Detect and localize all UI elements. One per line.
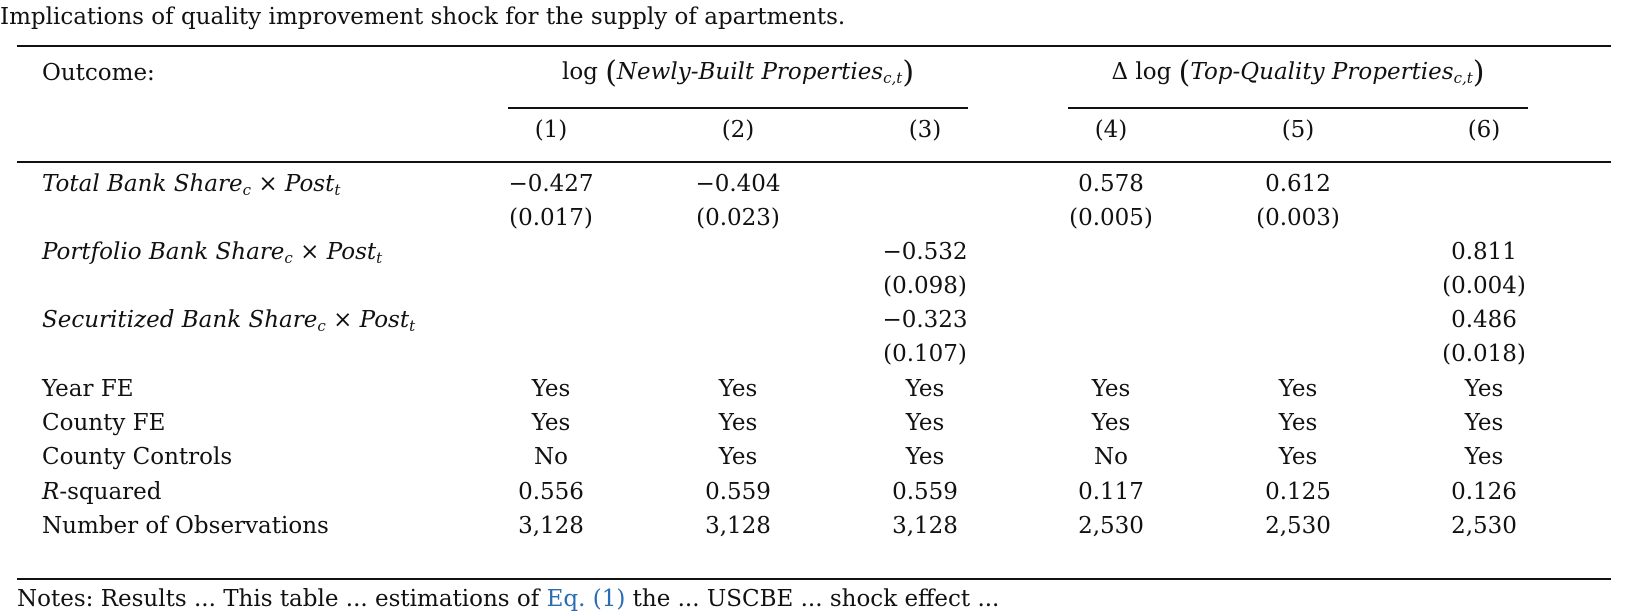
standard-error-cell: (0.003) bbox=[1256, 205, 1340, 231]
control-value: No bbox=[1094, 444, 1128, 470]
control-value: Yes bbox=[905, 410, 945, 436]
group2-header: Δ log (Top-Quality Propertiesc,t) bbox=[1111, 55, 1485, 90]
rsquared-rest: -squared bbox=[59, 479, 162, 505]
group2-variable: Top-Quality Properties bbox=[1190, 59, 1454, 85]
group1-subscript: c,t bbox=[883, 69, 903, 87]
standard-error-cell: (0.005) bbox=[1069, 205, 1153, 231]
observations-label: Number of Observations bbox=[42, 513, 329, 539]
observations-value: 2,530 bbox=[1451, 513, 1517, 539]
table-caption: Implications of quality improvement shoc… bbox=[0, 4, 846, 30]
post-variable: Post bbox=[326, 239, 377, 265]
group2-underline bbox=[1068, 107, 1528, 109]
column-header-1: (1) bbox=[534, 117, 568, 143]
observations-value: 3,128 bbox=[892, 513, 958, 539]
column-header-5: (5) bbox=[1281, 117, 1315, 143]
group1-underline bbox=[508, 107, 968, 109]
rsquared-value: 0.117 bbox=[1078, 479, 1144, 505]
group2-prefix: Δ log bbox=[1111, 59, 1172, 85]
row-variable: Securitized Bank Share bbox=[42, 307, 318, 333]
post-subscript: t bbox=[376, 249, 383, 267]
row-variable: Portfolio Bank Share bbox=[42, 239, 285, 265]
post-variable: Post bbox=[359, 307, 410, 333]
control-value: Yes bbox=[531, 376, 571, 402]
control-value: Yes bbox=[1091, 410, 1131, 436]
rsquared-value: 0.125 bbox=[1265, 479, 1331, 505]
group1-header: log (Newly-Built Propertiesc,t) bbox=[561, 55, 915, 90]
rsquared-value: 0.126 bbox=[1451, 479, 1517, 505]
standard-error-cell: (0.098) bbox=[883, 273, 967, 299]
times-symbol: × bbox=[333, 307, 353, 333]
observations-value: 3,128 bbox=[518, 513, 584, 539]
coefficient-cell: −0.532 bbox=[882, 239, 968, 265]
post-subscript: t bbox=[334, 181, 341, 199]
column-header-4: (4) bbox=[1094, 117, 1128, 143]
times-symbol: × bbox=[258, 171, 278, 197]
row-variable-subscript: c bbox=[317, 317, 326, 335]
note-equation-link[interactable]: Eq. (1) bbox=[546, 586, 626, 612]
control-value: Yes bbox=[905, 376, 945, 402]
control-value: Yes bbox=[718, 376, 758, 402]
control-label: County Controls bbox=[42, 444, 233, 470]
control-value: Yes bbox=[718, 444, 758, 470]
coefficient-cell: 0.612 bbox=[1265, 171, 1331, 197]
control-value: Yes bbox=[1464, 376, 1504, 402]
observations-value: 2,530 bbox=[1265, 513, 1331, 539]
top-rule bbox=[17, 45, 1611, 47]
control-value: Yes bbox=[531, 410, 571, 436]
standard-error-cell: (0.023) bbox=[696, 205, 780, 231]
standard-error-cell: (0.004) bbox=[1442, 273, 1526, 299]
note-text-start: Notes: Results ... This table ... estima… bbox=[17, 586, 540, 612]
row-variable-subscript: c bbox=[242, 181, 251, 199]
note-text-end: the ... USCBE ... shock effect ... bbox=[632, 586, 1000, 612]
row-variable-subscript: c bbox=[284, 249, 293, 267]
times-symbol: × bbox=[300, 239, 320, 265]
coefficient-cell: −0.427 bbox=[508, 171, 594, 197]
row-label-2: Portfolio Bank Sharec × Postt bbox=[42, 235, 382, 269]
outcome-label: Outcome: bbox=[42, 60, 155, 86]
post-subscript: t bbox=[409, 317, 416, 335]
rsquared-value: 0.559 bbox=[892, 479, 958, 505]
observations-value: 2,530 bbox=[1078, 513, 1144, 539]
control-value: Yes bbox=[1091, 376, 1131, 402]
column-header-6: (6) bbox=[1467, 117, 1501, 143]
rsquared-value: 0.559 bbox=[705, 479, 771, 505]
control-value: Yes bbox=[1464, 444, 1504, 470]
rsquared-value: 0.556 bbox=[518, 479, 584, 505]
coefficient-cell: −0.404 bbox=[695, 171, 781, 197]
standard-error-cell: (0.018) bbox=[1442, 341, 1526, 367]
control-value: Yes bbox=[905, 444, 945, 470]
control-label: County FE bbox=[42, 410, 166, 436]
coefficient-cell: 0.486 bbox=[1451, 307, 1517, 333]
column-header-2: (2) bbox=[721, 117, 755, 143]
control-value: Yes bbox=[718, 410, 758, 436]
row-label-1: Total Bank Sharec × Postt bbox=[42, 167, 340, 201]
column-header-3: (3) bbox=[908, 117, 942, 143]
control-label: Year FE bbox=[42, 376, 134, 402]
group1-variable: Newly-Built Properties bbox=[616, 59, 884, 85]
group1-prefix: log bbox=[561, 59, 598, 85]
control-value: Yes bbox=[1278, 410, 1318, 436]
control-value: Yes bbox=[1464, 410, 1504, 436]
table-note: Notes: Results ... This table ... estima… bbox=[17, 582, 999, 616]
mid-rule bbox=[17, 161, 1611, 163]
control-value: No bbox=[534, 444, 568, 470]
post-variable: Post bbox=[284, 171, 335, 197]
group2-subscript: c,t bbox=[1453, 69, 1473, 87]
control-value: Yes bbox=[1278, 444, 1318, 470]
control-value: Yes bbox=[1278, 376, 1318, 402]
row-variable: Total Bank Share bbox=[42, 171, 243, 197]
coefficient-cell: −0.323 bbox=[882, 307, 968, 333]
coefficient-cell: 0.811 bbox=[1451, 239, 1517, 265]
bottom-rule bbox=[17, 578, 1611, 580]
coefficient-cell: 0.578 bbox=[1078, 171, 1144, 197]
rsquared-r: R bbox=[42, 479, 60, 505]
standard-error-cell: (0.107) bbox=[883, 341, 967, 367]
row-label-3: Securitized Bank Sharec × Postt bbox=[42, 303, 415, 337]
standard-error-cell: (0.017) bbox=[509, 205, 593, 231]
observations-value: 3,128 bbox=[705, 513, 771, 539]
rsquared-label: R-squared bbox=[42, 475, 161, 509]
